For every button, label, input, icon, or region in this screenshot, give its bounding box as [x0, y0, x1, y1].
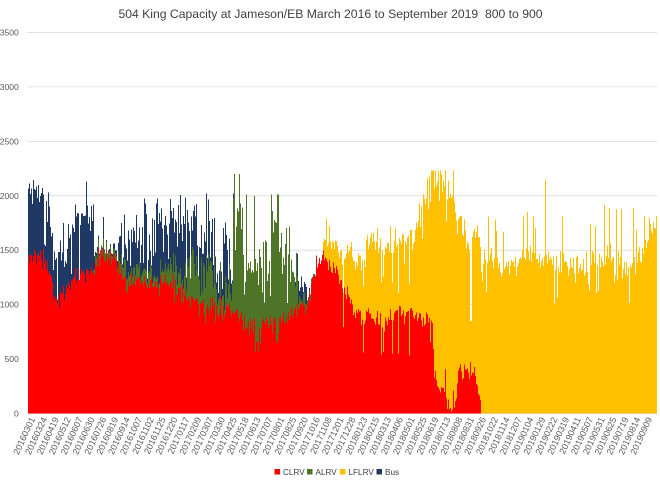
svg-text:0: 0: [14, 409, 19, 419]
svg-text:2000: 2000: [0, 191, 19, 201]
svg-text:2500: 2500: [0, 136, 19, 146]
svg-text:Bus: Bus: [385, 468, 399, 477]
svg-text:3000: 3000: [0, 82, 19, 92]
svg-text:500: 500: [4, 354, 19, 364]
svg-text:1000: 1000: [0, 300, 19, 310]
svg-text:CLRV: CLRV: [283, 468, 305, 477]
svg-text:ALRV: ALRV: [316, 468, 338, 477]
svg-text:3500: 3500: [0, 28, 19, 38]
svg-text:504 King Capacity at Jameson/E: 504 King Capacity at Jameson/EB March 20…: [118, 7, 542, 21]
svg-text:1500: 1500: [0, 245, 19, 255]
svg-text:LFLRV: LFLRV: [349, 468, 375, 477]
